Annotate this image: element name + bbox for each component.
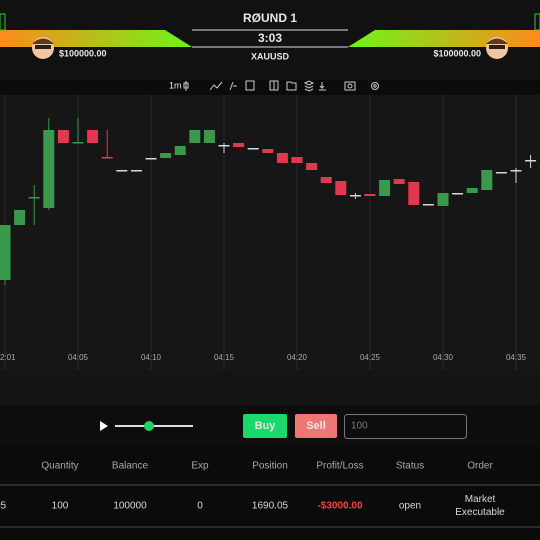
x-tick-label: 04:20 — [287, 353, 308, 362]
round: RØUND 1 — [243, 11, 297, 25]
x-tick-label: 2:01 — [0, 353, 16, 362]
x-tick-label: 04:30 — [433, 353, 454, 362]
candle-body — [101, 157, 113, 159]
candle-body — [452, 193, 464, 195]
avatar-left — [32, 37, 54, 59]
table-cell: 1690.05 — [251, 500, 289, 512]
x-tick-label: 04:05 — [68, 353, 89, 362]
table-cell: Quantity — [41, 460, 79, 472]
sell-button[interactable] — [295, 414, 337, 438]
play[interactable] — [100, 421, 108, 431]
avatar-right — [486, 37, 508, 59]
candle-body — [247, 148, 259, 150]
toolbar-icons[interactable] — [183, 80, 379, 92]
candle-body — [87, 130, 99, 143]
candle-body — [379, 180, 391, 196]
table-cell: Order — [467, 460, 493, 472]
candle-body — [189, 130, 201, 143]
x-tick-label: 04:25 — [360, 353, 381, 362]
candle-body — [306, 163, 318, 170]
candle-body — [72, 142, 84, 144]
candle-body — [14, 210, 26, 225]
right-bar — [348, 30, 540, 47]
chart-footer — [0, 370, 540, 405]
table-cell: Profit/Loss — [316, 460, 364, 472]
candle-body — [335, 181, 347, 195]
candle-body — [525, 160, 537, 162]
candle-body — [276, 153, 288, 163]
candle-body — [116, 170, 128, 172]
buy-button[interactable] — [243, 414, 287, 438]
interval[interactable]: 1m — [169, 80, 182, 90]
candle-body — [203, 130, 215, 143]
candle-body — [218, 145, 230, 147]
symbol: XAUUSD — [251, 51, 290, 61]
candle-body — [145, 158, 157, 160]
table-cell: 0 — [197, 500, 203, 512]
candle-body — [28, 197, 40, 199]
table-cell: Balance — [111, 460, 149, 472]
table-cell: 11/2 — [525, 460, 540, 473]
candle-body — [233, 143, 245, 147]
table-cell: 100 — [51, 500, 69, 512]
candle-body — [422, 204, 434, 206]
candle-body — [510, 170, 522, 172]
candle-body — [466, 188, 478, 193]
x-tick-label: 04:15 — [214, 353, 235, 362]
candle-body — [160, 153, 172, 158]
candle-body — [393, 179, 405, 184]
candle-body — [408, 182, 420, 205]
candle-body — [291, 157, 303, 163]
candle-body — [43, 130, 55, 208]
x-tick-label: 04:10 — [141, 353, 162, 362]
table-cell: open — [398, 500, 422, 512]
amount-input[interactable] — [344, 414, 467, 439]
balance-left: $100000.00 — [59, 48, 107, 58]
table-cell: Market Executable — [455, 494, 505, 518]
candle-body — [481, 170, 493, 190]
table-cell: Position — [252, 460, 288, 472]
candle-body — [437, 193, 449, 206]
table-cell: Exp — [191, 460, 209, 472]
candle-body — [349, 195, 361, 197]
left-bar — [0, 30, 192, 47]
chart-bg — [0, 95, 540, 370]
timer: 3:03 — [258, 31, 282, 45]
table-cell: Status — [395, 460, 425, 472]
candle-body — [320, 177, 332, 183]
candle-body — [130, 170, 142, 172]
sell-label[interactable]: Sell — [306, 420, 326, 432]
candle-body — [262, 149, 274, 153]
x-tick-label: 04:35 — [506, 353, 527, 362]
candle-body — [57, 130, 69, 143]
table-cell: -$3000.00 — [317, 500, 363, 512]
balance-right: $100000.00 — [433, 48, 481, 58]
amount-placeholder[interactable]: 100 — [351, 421, 368, 432]
candle-body — [364, 194, 376, 196]
candle-body — [174, 146, 186, 155]
table-cell: 1690.05 — [0, 500, 7, 512]
table-cell: 100000 — [113, 500, 147, 512]
flag — [0, 13, 6, 31]
buy-label[interactable]: Buy — [255, 420, 277, 432]
candle-body — [0, 225, 11, 280]
slider-knob[interactable] — [144, 421, 154, 431]
flag — [534, 13, 540, 31]
table-cell: Price — [0, 460, 18, 473]
candle-body — [495, 172, 507, 174]
